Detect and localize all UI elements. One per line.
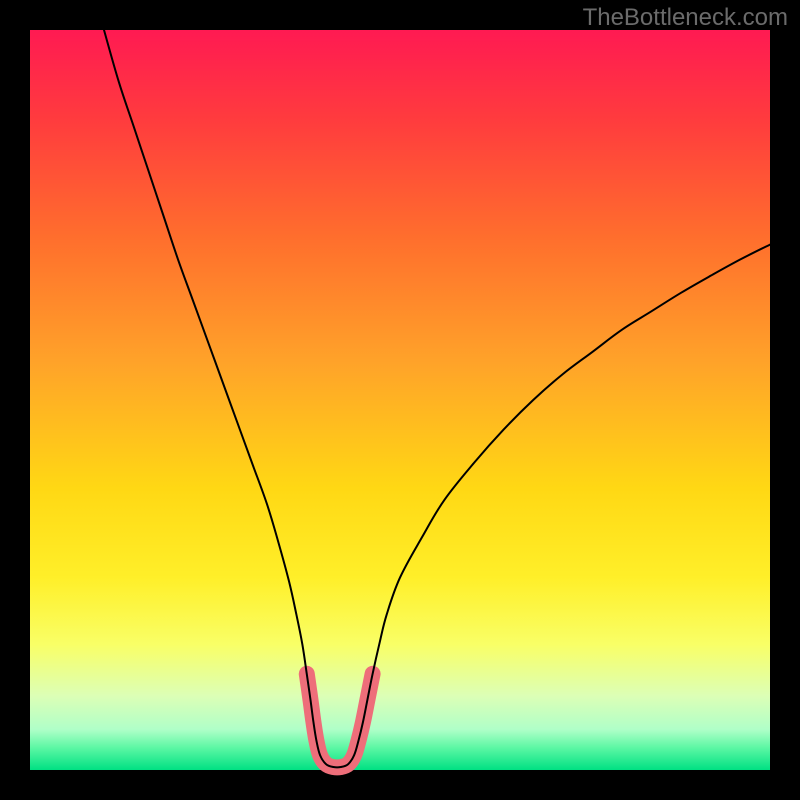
chart-stage: TheBottleneck.com — [0, 0, 800, 800]
watermark-text: TheBottleneck.com — [583, 4, 788, 32]
plot-background — [30, 30, 770, 770]
bottleneck-chart — [0, 0, 800, 800]
